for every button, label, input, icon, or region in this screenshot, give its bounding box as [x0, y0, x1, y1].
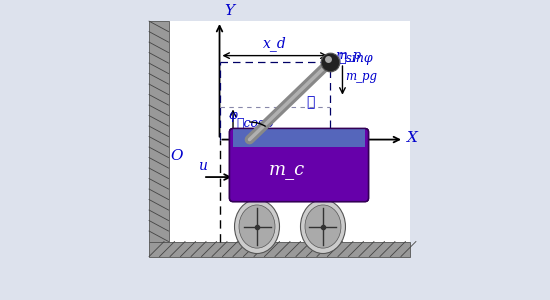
Text: Y: Y	[224, 4, 234, 18]
Text: X: X	[407, 131, 418, 145]
Point	[326, 59, 335, 64]
Text: φ: φ	[228, 109, 237, 122]
Text: u: u	[199, 159, 207, 172]
Bar	[168, 21, 410, 242]
Bar	[233, 128, 365, 147]
Ellipse shape	[234, 200, 279, 253]
FancyBboxPatch shape	[229, 128, 368, 202]
Text: m_p: m_p	[335, 49, 361, 62]
Text: ℓsinφ: ℓsinφ	[338, 52, 372, 64]
Bar	[149, 21, 168, 242]
Text: ℓ: ℓ	[306, 96, 315, 110]
Ellipse shape	[239, 205, 275, 248]
Text: m_c: m_c	[269, 160, 305, 178]
Text: x_d: x_d	[263, 36, 287, 51]
Text: m_pg: m_pg	[345, 70, 377, 83]
Ellipse shape	[305, 205, 341, 248]
Text: ℓcosφ: ℓcosφ	[236, 117, 273, 130]
Point	[324, 56, 333, 61]
Text: O: O	[170, 148, 183, 163]
Bar	[149, 242, 410, 256]
Ellipse shape	[300, 200, 345, 253]
